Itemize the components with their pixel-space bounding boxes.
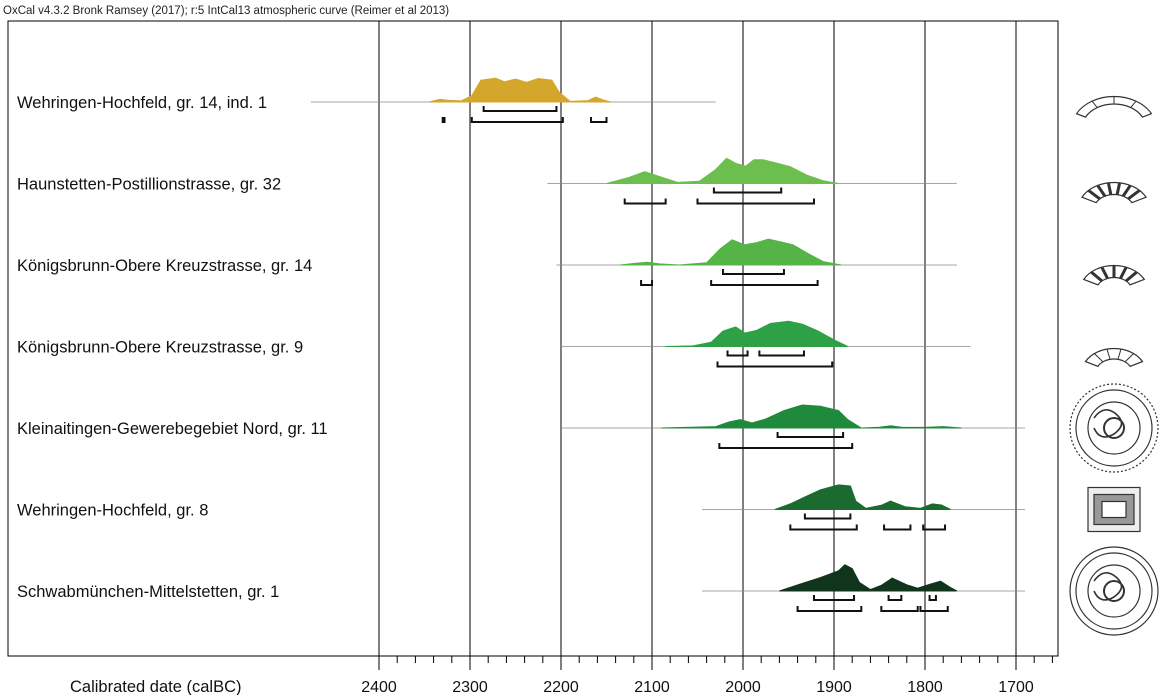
range-68-bracket — [712, 187, 783, 194]
range-95-bracket — [883, 524, 912, 531]
probability-distribution — [620, 238, 842, 266]
gridlines — [378, 21, 1017, 656]
range-95-bracket — [789, 524, 858, 531]
samples: Wehringen-Hochfeld, gr. 14, ind. 1 Haunst… — [17, 77, 1026, 612]
banded-armlet-icon — [1082, 264, 1146, 286]
decorated-fragment-icon — [1084, 347, 1144, 368]
range-95-bracket — [718, 443, 854, 449]
range-68-bracket — [721, 269, 785, 275]
range-95-bracket — [880, 606, 919, 612]
range-68-bracket — [776, 432, 845, 438]
spiral-disc-icon — [1069, 546, 1159, 636]
bracelet-fragment-icon — [1075, 95, 1153, 118]
range-95-bracket — [441, 117, 446, 123]
x-tick-label: 1900 — [816, 679, 852, 695]
probability-distribution — [779, 564, 958, 592]
sample-row: Kleinaitingen-Gewerebegebiet Nord, gr. 1… — [17, 404, 1026, 449]
artifact-icons — [1069, 95, 1159, 636]
range-68-bracket — [803, 513, 852, 520]
range-95-bracket — [710, 280, 819, 286]
zigzag-armlet-icon — [1080, 181, 1148, 204]
probability-distribution — [428, 77, 612, 103]
probability-distribution — [774, 484, 951, 510]
probability-distribution — [661, 404, 962, 429]
range-95-bracket — [716, 361, 834, 368]
x-tick-label: 1800 — [907, 679, 943, 695]
sample-label: Wehringen-Hochfeld, gr. 8 — [17, 502, 208, 520]
x-axis: 2400 2300 2200 2100 2000 1900 1800 1700 — [361, 656, 1053, 695]
sample-label: Schwabmünchen-Mittelstetten, gr. 1 — [17, 583, 279, 601]
sample-row: Königsbrunn-Obere Kreuzstrasse, gr. 9 — [17, 320, 971, 368]
plot-frame — [7, 20, 1059, 657]
range-68-bracket — [758, 350, 805, 357]
range-68-bracket — [812, 595, 856, 601]
sample-row: Wehringen-Hochfeld, gr. 14, ind. 1 — [17, 77, 716, 123]
chart-header: OxCal v4.3.2 Bronk Ramsey (2017); r:5 In… — [3, 5, 449, 17]
x-tick-label: 2300 — [452, 679, 488, 695]
range-68-bracket — [482, 106, 558, 112]
range-95-bracket — [919, 606, 949, 612]
sample-row: Wehringen-Hochfeld, gr. 8 — [17, 484, 1026, 531]
range-95-bracket — [696, 198, 815, 205]
range-95-bracket — [796, 606, 863, 612]
probability-distribution — [665, 320, 848, 347]
x-tick-label: 1700 — [998, 679, 1034, 695]
sample-row: Haunstetten-Postillionstrasse, gr. 32 — [17, 157, 957, 205]
range-95-bracket — [623, 198, 667, 205]
x-tick-label: 2000 — [725, 679, 761, 695]
sample-label: Haunstetten-Postillionstrasse, gr. 32 — [17, 176, 281, 194]
range-95-bracket — [470, 117, 564, 123]
range-95-bracket — [640, 280, 653, 286]
x-tick-label: 2200 — [543, 679, 579, 695]
range-68-bracket — [928, 595, 937, 601]
x-axis-label: Calibrated date (calBC) — [70, 678, 242, 695]
sample-row: Schwabmünchen-Mittelstetten, gr. 1 — [17, 564, 1026, 612]
belt-plate-icon — [1087, 486, 1141, 533]
range-68-bracket — [887, 595, 903, 601]
sample-label: Königsbrunn-Obere Kreuzstrasse, gr. 14 — [17, 257, 312, 275]
sample-label: Wehringen-Hochfeld, gr. 14, ind. 1 — [17, 94, 267, 112]
x-tick-label: 2400 — [361, 679, 397, 695]
sample-row: Königsbrunn-Obere Kreuzstrasse, gr. 14 — [17, 238, 957, 286]
range-95-bracket — [590, 117, 608, 123]
disc-ornament-icon — [1069, 383, 1159, 473]
sample-label: Königsbrunn-Obere Kreuzstrasse, gr. 9 — [17, 339, 303, 357]
x-tick-label: 2100 — [634, 679, 670, 695]
range-95-bracket — [922, 524, 947, 531]
probability-distribution — [606, 157, 839, 184]
sample-label: Kleinaitingen-Gewerebegebiet Nord, gr. 1… — [17, 420, 328, 438]
range-68-bracket — [726, 350, 749, 357]
